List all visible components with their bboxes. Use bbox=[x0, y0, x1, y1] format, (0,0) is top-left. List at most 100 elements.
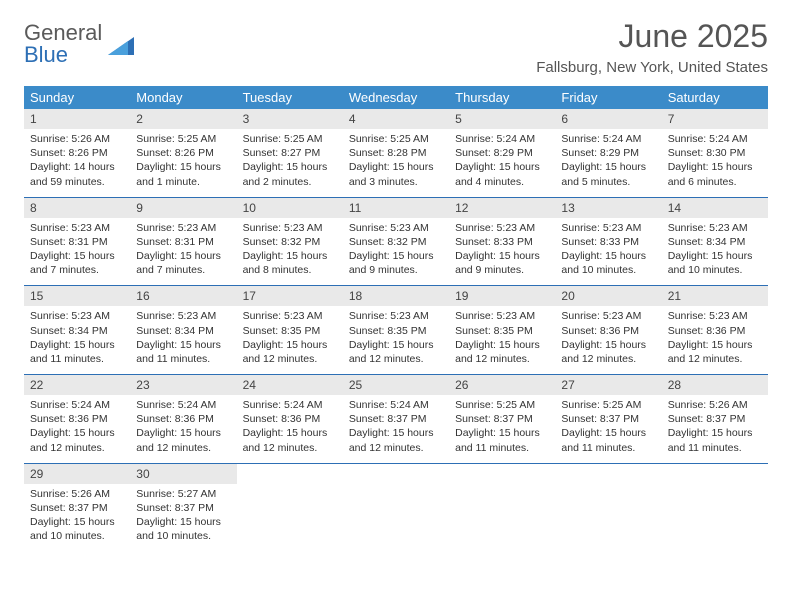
calendar-day-cell: 6Sunrise: 5:24 AMSunset: 8:29 PMDaylight… bbox=[555, 109, 661, 197]
calendar-day-cell: 14Sunrise: 5:23 AMSunset: 8:34 PMDayligh… bbox=[662, 197, 768, 286]
calendar-day-cell: 2Sunrise: 5:25 AMSunset: 8:26 PMDaylight… bbox=[130, 109, 236, 197]
calendar-day-cell: 1Sunrise: 5:26 AMSunset: 8:26 PMDaylight… bbox=[24, 109, 130, 197]
day-details: Sunrise: 5:23 AMSunset: 8:33 PMDaylight:… bbox=[555, 218, 661, 286]
logo-word2: Blue bbox=[24, 42, 68, 67]
day-number: 24 bbox=[237, 375, 343, 395]
column-header: Saturday bbox=[662, 86, 768, 109]
day-details: Sunrise: 5:25 AMSunset: 8:37 PMDaylight:… bbox=[449, 395, 555, 463]
day-number: 7 bbox=[662, 109, 768, 129]
calendar-day-cell: 10Sunrise: 5:23 AMSunset: 8:32 PMDayligh… bbox=[237, 197, 343, 286]
calendar-day-cell: 15Sunrise: 5:23 AMSunset: 8:34 PMDayligh… bbox=[24, 286, 130, 375]
day-number: 13 bbox=[555, 198, 661, 218]
column-header: Monday bbox=[130, 86, 236, 109]
day-number: 15 bbox=[24, 286, 130, 306]
calendar-header-row: SundayMondayTuesdayWednesdayThursdayFrid… bbox=[24, 86, 768, 109]
day-details: Sunrise: 5:23 AMSunset: 8:34 PMDaylight:… bbox=[24, 306, 130, 374]
column-header: Wednesday bbox=[343, 86, 449, 109]
day-number: 5 bbox=[449, 109, 555, 129]
day-number: 29 bbox=[24, 464, 130, 484]
calendar-day-cell: .. bbox=[237, 463, 343, 551]
calendar-day-cell: 5Sunrise: 5:24 AMSunset: 8:29 PMDaylight… bbox=[449, 109, 555, 197]
calendar-day-cell: 9Sunrise: 5:23 AMSunset: 8:31 PMDaylight… bbox=[130, 197, 236, 286]
day-number: 9 bbox=[130, 198, 236, 218]
day-number: 6 bbox=[555, 109, 661, 129]
calendar-day-cell: 4Sunrise: 5:25 AMSunset: 8:28 PMDaylight… bbox=[343, 109, 449, 197]
day-details: Sunrise: 5:23 AMSunset: 8:36 PMDaylight:… bbox=[555, 306, 661, 374]
calendar-day-cell: .. bbox=[449, 463, 555, 551]
header: General Blue June 2025 Fallsburg, New Yo… bbox=[24, 18, 768, 76]
calendar-day-cell: 16Sunrise: 5:23 AMSunset: 8:34 PMDayligh… bbox=[130, 286, 236, 375]
calendar-week-row: 22Sunrise: 5:24 AMSunset: 8:36 PMDayligh… bbox=[24, 375, 768, 464]
day-number: 20 bbox=[555, 286, 661, 306]
day-number: 26 bbox=[449, 375, 555, 395]
day-details: Sunrise: 5:24 AMSunset: 8:36 PMDaylight:… bbox=[237, 395, 343, 463]
calendar-day-cell: 30Sunrise: 5:27 AMSunset: 8:37 PMDayligh… bbox=[130, 463, 236, 551]
calendar-day-cell: .. bbox=[662, 463, 768, 551]
calendar-day-cell: 23Sunrise: 5:24 AMSunset: 8:36 PMDayligh… bbox=[130, 375, 236, 464]
calendar-day-cell: 3Sunrise: 5:25 AMSunset: 8:27 PMDaylight… bbox=[237, 109, 343, 197]
day-number: 4 bbox=[343, 109, 449, 129]
day-details: Sunrise: 5:23 AMSunset: 8:32 PMDaylight:… bbox=[343, 218, 449, 286]
day-details: Sunrise: 5:25 AMSunset: 8:26 PMDaylight:… bbox=[130, 129, 236, 197]
calendar-week-row: 15Sunrise: 5:23 AMSunset: 8:34 PMDayligh… bbox=[24, 286, 768, 375]
day-number: 11 bbox=[343, 198, 449, 218]
day-details: Sunrise: 5:24 AMSunset: 8:29 PMDaylight:… bbox=[449, 129, 555, 197]
day-details: Sunrise: 5:26 AMSunset: 8:37 PMDaylight:… bbox=[662, 395, 768, 463]
day-details: Sunrise: 5:23 AMSunset: 8:35 PMDaylight:… bbox=[237, 306, 343, 374]
calendar-week-row: 8Sunrise: 5:23 AMSunset: 8:31 PMDaylight… bbox=[24, 197, 768, 286]
day-number: 23 bbox=[130, 375, 236, 395]
day-details: Sunrise: 5:23 AMSunset: 8:33 PMDaylight:… bbox=[449, 218, 555, 286]
day-number: 2 bbox=[130, 109, 236, 129]
day-number: 17 bbox=[237, 286, 343, 306]
day-number: 10 bbox=[237, 198, 343, 218]
calendar-day-cell: .. bbox=[555, 463, 661, 551]
day-details: Sunrise: 5:26 AMSunset: 8:37 PMDaylight:… bbox=[24, 484, 130, 552]
day-number: 22 bbox=[24, 375, 130, 395]
day-number: 14 bbox=[662, 198, 768, 218]
day-details: Sunrise: 5:23 AMSunset: 8:34 PMDaylight:… bbox=[130, 306, 236, 374]
day-details: Sunrise: 5:23 AMSunset: 8:34 PMDaylight:… bbox=[662, 218, 768, 286]
day-number: 25 bbox=[343, 375, 449, 395]
calendar-table: SundayMondayTuesdayWednesdayThursdayFrid… bbox=[24, 86, 768, 551]
column-header: Friday bbox=[555, 86, 661, 109]
calendar-day-cell: 8Sunrise: 5:23 AMSunset: 8:31 PMDaylight… bbox=[24, 197, 130, 286]
calendar-day-cell: 22Sunrise: 5:24 AMSunset: 8:36 PMDayligh… bbox=[24, 375, 130, 464]
day-details: Sunrise: 5:24 AMSunset: 8:29 PMDaylight:… bbox=[555, 129, 661, 197]
day-number: 1 bbox=[24, 109, 130, 129]
day-details: Sunrise: 5:27 AMSunset: 8:37 PMDaylight:… bbox=[130, 484, 236, 552]
day-details: Sunrise: 5:25 AMSunset: 8:28 PMDaylight:… bbox=[343, 129, 449, 197]
day-number: 8 bbox=[24, 198, 130, 218]
day-number: 12 bbox=[449, 198, 555, 218]
calendar-day-cell: 24Sunrise: 5:24 AMSunset: 8:36 PMDayligh… bbox=[237, 375, 343, 464]
page-title: June 2025 bbox=[536, 18, 768, 55]
calendar-body: 1Sunrise: 5:26 AMSunset: 8:26 PMDaylight… bbox=[24, 109, 768, 551]
calendar-day-cell: 26Sunrise: 5:25 AMSunset: 8:37 PMDayligh… bbox=[449, 375, 555, 464]
calendar-day-cell: 11Sunrise: 5:23 AMSunset: 8:32 PMDayligh… bbox=[343, 197, 449, 286]
calendar-day-cell: 19Sunrise: 5:23 AMSunset: 8:35 PMDayligh… bbox=[449, 286, 555, 375]
day-details: Sunrise: 5:23 AMSunset: 8:31 PMDaylight:… bbox=[24, 218, 130, 286]
day-details: Sunrise: 5:25 AMSunset: 8:37 PMDaylight:… bbox=[555, 395, 661, 463]
day-number: 28 bbox=[662, 375, 768, 395]
calendar-day-cell: 18Sunrise: 5:23 AMSunset: 8:35 PMDayligh… bbox=[343, 286, 449, 375]
day-details: Sunrise: 5:26 AMSunset: 8:26 PMDaylight:… bbox=[24, 129, 130, 197]
calendar-day-cell: 28Sunrise: 5:26 AMSunset: 8:37 PMDayligh… bbox=[662, 375, 768, 464]
day-details: Sunrise: 5:23 AMSunset: 8:36 PMDaylight:… bbox=[662, 306, 768, 374]
day-details: Sunrise: 5:23 AMSunset: 8:32 PMDaylight:… bbox=[237, 218, 343, 286]
day-details: Sunrise: 5:24 AMSunset: 8:30 PMDaylight:… bbox=[662, 129, 768, 197]
title-block: June 2025 Fallsburg, New York, United St… bbox=[536, 18, 768, 76]
day-details: Sunrise: 5:25 AMSunset: 8:27 PMDaylight:… bbox=[237, 129, 343, 197]
day-number: 19 bbox=[449, 286, 555, 306]
day-number: 27 bbox=[555, 375, 661, 395]
day-details: Sunrise: 5:24 AMSunset: 8:37 PMDaylight:… bbox=[343, 395, 449, 463]
column-header: Thursday bbox=[449, 86, 555, 109]
calendar-day-cell: 20Sunrise: 5:23 AMSunset: 8:36 PMDayligh… bbox=[555, 286, 661, 375]
calendar-day-cell: .. bbox=[343, 463, 449, 551]
day-details: Sunrise: 5:23 AMSunset: 8:31 PMDaylight:… bbox=[130, 218, 236, 286]
calendar-day-cell: 25Sunrise: 5:24 AMSunset: 8:37 PMDayligh… bbox=[343, 375, 449, 464]
day-number: 16 bbox=[130, 286, 236, 306]
location-subtitle: Fallsburg, New York, United States bbox=[536, 59, 768, 76]
column-header: Tuesday bbox=[237, 86, 343, 109]
calendar-day-cell: 7Sunrise: 5:24 AMSunset: 8:30 PMDaylight… bbox=[662, 109, 768, 197]
day-number: 21 bbox=[662, 286, 768, 306]
day-details: Sunrise: 5:24 AMSunset: 8:36 PMDaylight:… bbox=[24, 395, 130, 463]
